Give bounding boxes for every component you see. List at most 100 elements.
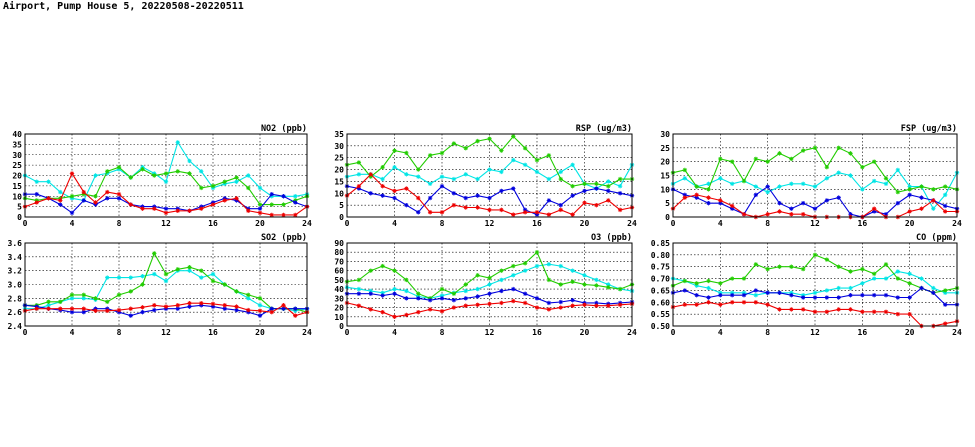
y-tick-label: 20	[12, 172, 22, 181]
data-point-blue	[404, 202, 409, 208]
x-tick-label: 12	[161, 328, 171, 337]
data-point-blue	[69, 309, 75, 315]
data-point-blue	[293, 200, 298, 205]
data-point-red	[511, 298, 516, 304]
data-point-blue	[210, 304, 216, 309]
data-point-green	[463, 282, 468, 287]
data-point-red	[546, 307, 552, 312]
data-point-cyan	[534, 263, 540, 269]
data-point-blue	[570, 297, 575, 303]
x-tick-label: 4	[70, 219, 75, 228]
data-point-cyan	[392, 165, 397, 170]
data-point-blue	[942, 302, 948, 307]
data-point-red	[210, 301, 216, 307]
data-point-green	[105, 169, 110, 174]
x-tick-label: 8	[765, 219, 770, 228]
data-point-green	[706, 187, 711, 192]
data-point-blue	[871, 209, 877, 214]
y-tick-label: 0	[665, 213, 670, 222]
data-point-green	[234, 289, 239, 294]
data-point-green	[368, 268, 373, 273]
data-point-green	[594, 283, 599, 288]
data-point-cyan	[93, 173, 98, 178]
data-point-red	[860, 309, 865, 314]
y-tick-label: 0.65	[651, 286, 670, 295]
data-point-green	[392, 148, 397, 153]
data-point-blue	[777, 200, 782, 206]
data-point-green	[741, 178, 747, 184]
data-point-blue	[706, 200, 711, 206]
data-point-green	[522, 146, 528, 151]
data-point-cyan	[234, 179, 239, 184]
data-point-red	[69, 306, 75, 311]
y-tick-label: 30	[334, 142, 344, 151]
chart-title: CO (ppm)	[916, 233, 957, 243]
data-point-blue	[368, 191, 373, 196]
data-point-red	[152, 206, 157, 211]
data-point-red	[392, 314, 397, 319]
y-tick-label: 0.60	[651, 298, 670, 307]
data-point-cyan	[46, 179, 51, 184]
data-point-blue	[380, 193, 385, 198]
plot-frame	[346, 133, 633, 218]
x-tick-label: 0	[671, 328, 676, 337]
data-point-cyan	[582, 273, 587, 278]
data-point-blue	[931, 290, 936, 295]
data-point-green	[152, 173, 157, 178]
data-point-red	[368, 307, 373, 312]
data-point-green	[919, 184, 924, 189]
data-point-red	[765, 302, 770, 307]
data-point-red	[475, 205, 480, 210]
data-point-green	[269, 202, 274, 207]
data-point-blue	[824, 198, 830, 203]
data-point-red	[499, 207, 504, 213]
data-point-red	[116, 307, 122, 313]
data-point-green	[451, 291, 457, 296]
data-point-cyan	[522, 162, 528, 168]
data-point-red	[163, 210, 169, 216]
y-tick-label: 30	[12, 151, 22, 160]
data-point-red	[222, 303, 227, 308]
data-point-cyan	[187, 268, 192, 273]
data-point-blue	[594, 186, 599, 191]
data-point-blue	[753, 192, 759, 198]
data-point-cyan	[883, 276, 889, 281]
data-point-blue	[907, 295, 912, 300]
data-point-cyan	[511, 157, 516, 163]
data-point-green	[116, 165, 122, 170]
data-point-cyan	[187, 158, 192, 164]
x-tick-label: 4	[718, 219, 723, 228]
data-point-cyan	[58, 189, 63, 195]
y-tick-label: 3.0	[8, 281, 23, 290]
plot-frame	[672, 133, 958, 218]
x-tick-label: 4	[392, 219, 397, 228]
data-point-blue	[546, 300, 552, 306]
data-point-cyan	[356, 172, 362, 177]
data-point-red	[427, 307, 433, 312]
data-point-green	[128, 289, 133, 294]
y-tick-label: 5	[339, 201, 344, 210]
data-point-cyan	[439, 293, 445, 298]
x-tick-label: 16	[208, 219, 218, 228]
data-point-red	[522, 210, 528, 215]
data-point-blue	[34, 191, 39, 197]
y-tick-label: 40	[334, 285, 344, 294]
y-tick-label: 90	[334, 239, 344, 248]
data-point-green	[800, 266, 806, 272]
data-point-cyan	[404, 172, 409, 177]
data-point-blue	[463, 195, 468, 201]
data-point-blue	[499, 188, 504, 194]
y-tick-label: 50	[334, 276, 344, 285]
data-point-blue	[427, 195, 433, 201]
data-point-red	[257, 210, 263, 216]
data-point-green	[392, 268, 397, 273]
data-point-cyan	[475, 286, 480, 292]
data-point-red	[931, 198, 936, 203]
data-point-blue	[765, 290, 770, 295]
page-title: Airport, Pump House 5, 20220508-20220511	[3, 1, 244, 12]
data-point-green	[848, 151, 853, 156]
data-point-red	[789, 212, 794, 217]
data-point-cyan	[606, 179, 611, 184]
data-point-green	[416, 167, 421, 172]
data-point-red	[380, 183, 385, 189]
